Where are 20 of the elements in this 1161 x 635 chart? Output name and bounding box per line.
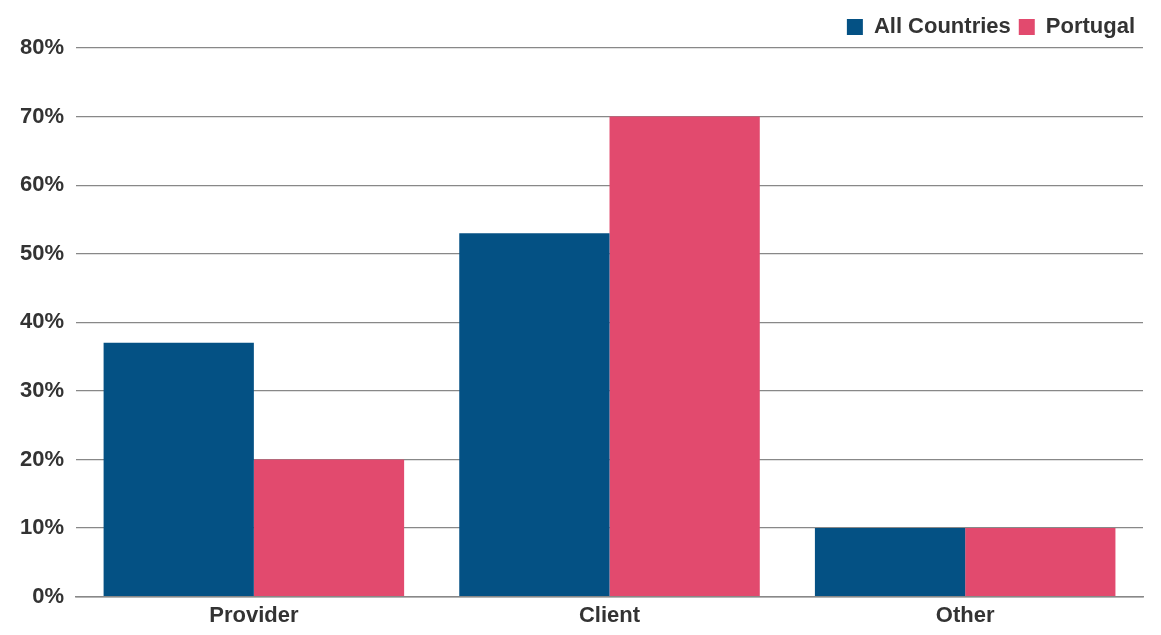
y-tick-label: 50% <box>19 239 65 265</box>
bar <box>459 233 610 596</box>
x-tick-label: Client <box>578 601 641 627</box>
y-tick-label: 10% <box>19 514 65 540</box>
y-tick-label: 40% <box>19 308 65 334</box>
legend-label: All Countries <box>873 13 1011 39</box>
x-tick-label: Provider <box>209 601 299 627</box>
y-tick-label: 80% <box>19 34 65 60</box>
bar <box>609 116 760 596</box>
y-tick-label: 60% <box>19 171 65 197</box>
bar <box>103 342 254 596</box>
bar <box>965 528 1116 596</box>
y-tick-label: 70% <box>19 102 65 128</box>
y-tick-label: 0% <box>32 582 65 608</box>
bar <box>814 528 966 596</box>
bar <box>253 459 405 596</box>
legend-label: Portugal <box>1045 13 1136 39</box>
x-tick-label: Other <box>935 601 995 627</box>
y-tick-label: 30% <box>19 376 65 402</box>
y-tick-label: 20% <box>19 445 65 471</box>
